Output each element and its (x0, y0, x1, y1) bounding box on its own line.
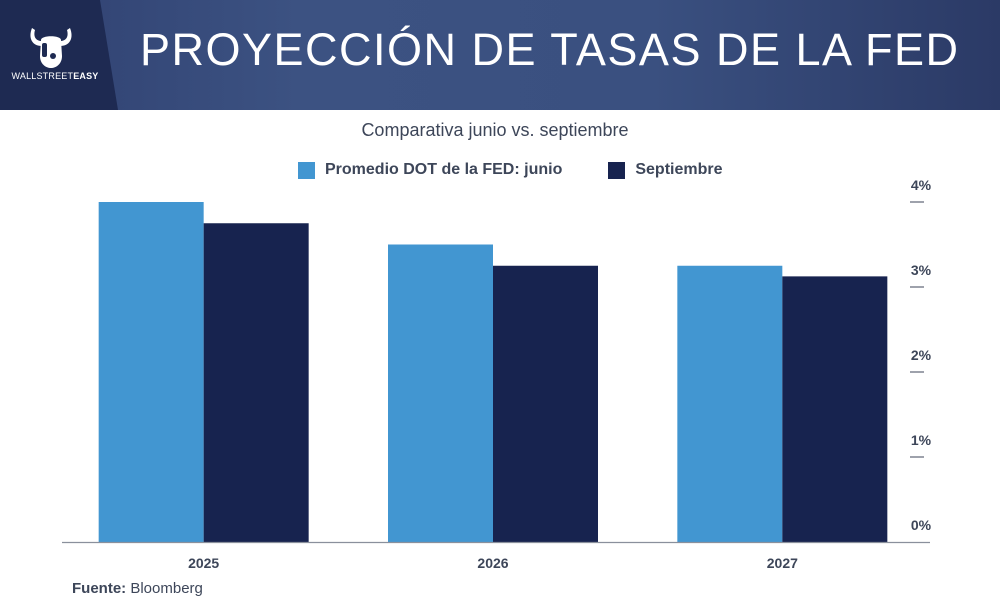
legend-label-september: Septiembre (635, 161, 723, 178)
legend-item-september: Septiembre (608, 161, 722, 179)
legend-swatch-june (298, 161, 315, 179)
bar-june-2027 (677, 265, 783, 542)
bar-june-2025 (98, 202, 204, 542)
logo-panel: WALLSTREETEASY (0, 0, 118, 110)
logo-wordmark: WALLSTREETEASY (11, 71, 99, 81)
x-tick-label-2026: 2026 (477, 555, 508, 571)
y-tick-label-1pct: 1% (911, 432, 932, 448)
page-title: PROYECCIÓN DE TASAS DE LA FED (140, 24, 960, 75)
source-note: Fuente: Bloomberg (72, 580, 203, 597)
chart-subtitle: Comparativa junio vs. septiembre (361, 120, 629, 140)
chart-legend: Promedio DOT de la FED: junio Septiembre (298, 161, 768, 179)
bar-september-2026 (493, 265, 598, 542)
y-tick-label-3pct: 3% (911, 262, 932, 278)
legend-label-june: Promedio DOT de la FED: junio (325, 161, 563, 178)
legend-swatch-september (608, 161, 626, 179)
y-tick-label-0pct: 0% (911, 517, 932, 533)
x-tick-label-2025: 2025 (188, 555, 219, 571)
bull-logo-icon (30, 28, 72, 68)
y-tick-label-4pct: 4% (911, 177, 932, 193)
y-tick-label-2pct: 2% (911, 347, 932, 363)
bar-june-2026 (388, 244, 493, 542)
bar-september-2025 (203, 223, 309, 542)
x-tick-label-2027: 2027 (767, 555, 798, 571)
legend-item-june: Promedio DOT de la FED: junio (298, 161, 562, 179)
bar-september-2027 (782, 276, 888, 542)
header-banner: WALLSTREETEASY PROYECCIÓN DE TASAS DE LA… (0, 0, 1000, 110)
